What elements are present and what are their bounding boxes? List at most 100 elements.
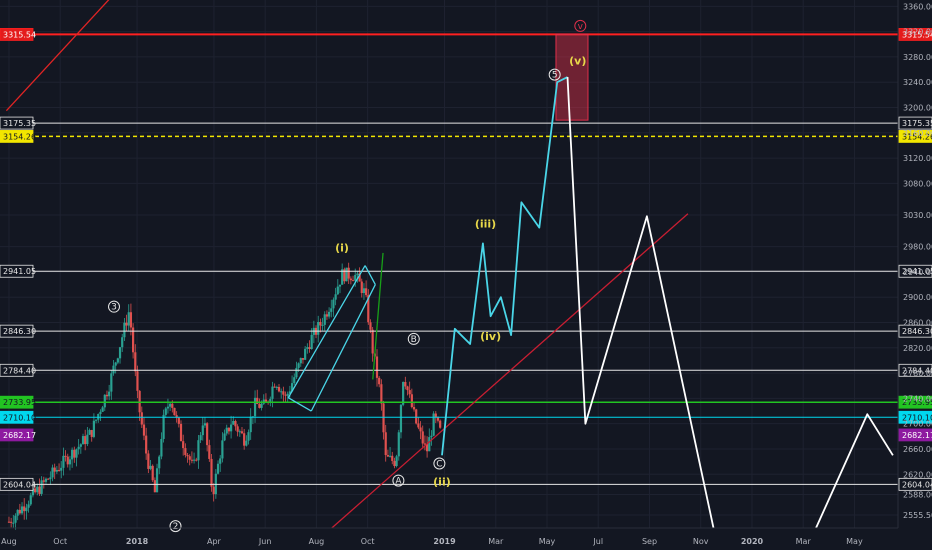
candle-body [27,504,30,508]
candle-body [425,443,429,452]
candle-body [341,269,344,285]
candle-body [319,321,322,326]
wave-label: (ii) [433,476,451,489]
candle-body [371,329,374,354]
candle-body [105,394,109,397]
time-axis[interactable]: Aug Oct 2018 Apr Jun Aug Oct 2019 Mar May Jul Sep No… [0,527,898,546]
candle-body [269,398,272,402]
time-tick-label: 2019 [433,537,456,546]
candle-body [432,413,435,436]
price-level-label-left: 2784.40 [3,366,36,375]
candle-body [380,384,383,404]
candle-body [439,420,442,428]
candle-body [367,295,370,323]
candle-body [428,437,431,452]
price-level-tag-left [0,130,34,143]
price-tick-label: 3280.00 [903,53,932,62]
wave-label-circled: C [436,460,442,470]
candle-body [343,269,346,282]
candle-body [325,314,329,317]
candle-body [256,397,259,405]
candle-body [356,273,359,275]
candle-body [101,407,104,412]
horizontal-price-levels[interactable]: 3315.54 3315.54 3175.35 3175.35 3154.26 3154.… [0,28,932,491]
candle-body [64,455,67,457]
candle-body [206,423,209,446]
price-tick-label: 2900.00 [903,293,932,302]
candle-body [354,274,357,281]
candle-body [216,463,220,474]
candle-body [347,267,350,279]
time-tick-label: Oct [53,537,67,546]
price-tick-label: 2820.00 [903,344,932,353]
time-tick-label: Jul [592,537,603,546]
candle-body [86,434,89,445]
time-tick-label: May [846,537,863,546]
price-tick-label: 3030.00 [903,211,932,220]
candle-body [330,308,333,312]
candle-body [110,373,113,392]
wave-label-circle [108,300,121,313]
time-tick-label: 2018 [126,537,149,546]
wave-label-circled: 2 [173,522,179,532]
candle-body [55,469,58,472]
price-level-tag-left [0,428,34,442]
candle-body [277,386,281,392]
trend-line [310,284,376,412]
price-tick-label: 2588.00 [903,490,932,499]
candle-body [221,440,224,459]
candle-body [53,467,56,472]
candle-body [190,459,193,461]
candle-body [140,412,143,425]
candle-body [332,299,335,309]
price-level-label-left: 2733.95 [3,398,36,407]
price-tick-label: 2740.00 [903,394,932,403]
candle-body [18,509,21,514]
candle-body [25,507,28,512]
candle-body [260,403,263,408]
candle-body [149,465,152,469]
price-level-tag-right [898,264,932,278]
candle-body [227,427,231,432]
candle-body [164,408,167,415]
time-tick-label: Nov [693,537,709,546]
candle-body [365,288,368,296]
price-level-tag-right [898,395,932,409]
candle-body [173,407,176,416]
time-tick-label: Aug [1,537,17,546]
candle-body [197,440,200,461]
candle-body [38,486,41,494]
target-zone-box [555,33,589,121]
candle-body [34,488,37,493]
candle-body [297,363,300,368]
trend-drawings [5,0,689,529]
candle-body [317,321,320,335]
price-axis[interactable]: 2555.50 2588.00 2620.00 2660.00 2700.00 2740.… [897,0,932,528]
candle-body [162,414,165,439]
price-level-tag-left [0,395,34,409]
candle-body [436,417,440,421]
price-level-label-right: 2941.05 [902,267,932,276]
price-level-label-right: 3154.26 [902,132,932,141]
candle-body [388,455,392,457]
price-tick-label: 3160.00 [903,129,932,138]
price-tick-label: 2980.00 [903,243,932,252]
price-level-tag-right [898,428,932,442]
candle-body [397,432,400,457]
wave-label-circled: A [395,477,402,487]
candle-body [310,334,313,350]
candle-body [410,394,413,408]
candle-body [81,436,85,445]
trend-line [287,397,312,412]
candle-body [199,435,202,441]
price-level-label-left: 2604.04 [3,480,36,489]
candle-body [112,365,115,374]
candle-body [114,362,117,366]
price-level-label-right: 2604.04 [902,480,932,489]
wave-label-circled: B [411,335,417,345]
candle-body [351,280,355,282]
candle-body [247,432,250,441]
candle-body [295,367,298,378]
candle-body [208,445,211,459]
